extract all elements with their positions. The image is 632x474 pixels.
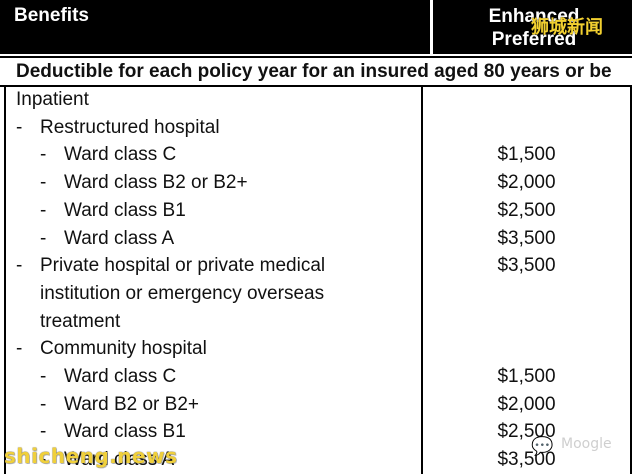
row-amount: $2,000	[497, 393, 556, 415]
table-row: - Ward class B2 or B2+ $2,000	[0, 169, 632, 196]
row-dash: -	[40, 199, 47, 221]
row-label: Ward class B1	[64, 199, 186, 221]
row-label: Private hospital or private medical	[40, 255, 326, 277]
row-label: Ward class B1	[64, 421, 186, 443]
table-row: - Ward class A $3,500	[0, 446, 632, 473]
row-dash: -	[40, 144, 47, 166]
row-label: Inpatient	[16, 89, 89, 110]
row-label: Community hospital	[40, 338, 207, 360]
row-dash: -	[16, 116, 23, 138]
moogle-watermark: 💬 Moogle	[525, 430, 629, 460]
plan-column-header: Enhanced Preferred	[436, 5, 632, 53]
row-label: treatment	[40, 310, 121, 332]
row-dash: -	[40, 172, 47, 194]
row-dash: -	[16, 338, 23, 360]
plan-header-line2: Preferred	[491, 29, 577, 50]
benefits-column-header: Benefits	[14, 5, 89, 26]
row-amount: $3,500	[497, 449, 556, 471]
row-label: Ward class C	[64, 144, 177, 166]
row-label: Ward class A	[64, 449, 175, 471]
table-column-divider	[421, 87, 423, 474]
row-amount: $2,000	[497, 172, 556, 194]
site-watermark: shicheng.news	[4, 444, 178, 468]
row-amount: $2,500	[497, 199, 556, 221]
table-row: - Community hospital	[0, 335, 632, 362]
row-dash: -	[40, 227, 47, 249]
row-amount: $1,500	[497, 366, 556, 387]
row-amount: $1,500	[497, 144, 556, 166]
row-dash: -	[40, 366, 47, 387]
row-label: Ward class A	[64, 227, 175, 249]
deductible-section-header: Deductible for each policy year for an i…	[0, 56, 632, 87]
table-row: - Private hospital or private medical $3,5…	[0, 252, 632, 279]
table-row: Inpatient	[0, 86, 632, 113]
row-amount: $2,500	[497, 421, 556, 443]
row-label: Ward class B2 or B2+	[64, 172, 248, 194]
row-label: Ward B2 or B2+	[64, 393, 199, 415]
row-amount: $3,500	[497, 255, 556, 277]
table-row: - Ward class C $1,500	[0, 141, 632, 168]
row-label: institution or emergency overseas	[40, 282, 325, 304]
row-dash: -	[40, 449, 47, 471]
deductible-section-title: Deductible for each policy year for an i…	[16, 61, 612, 82]
row-amount: $3,500	[497, 227, 556, 249]
table-header: Benefits Enhanced Preferred 狮城新闻	[0, 0, 632, 54]
row-label: Ward class C	[64, 366, 177, 387]
table-row: - Restructured hospital	[0, 114, 632, 141]
row-dash: -	[40, 393, 47, 415]
chat-bubble-icon: 💬	[531, 436, 554, 456]
header-divider	[430, 0, 433, 54]
table-row: treatment	[0, 308, 632, 335]
plan-header-line1: Enhanced	[488, 6, 580, 27]
table-row: - Ward class B1 $2,500	[0, 418, 632, 445]
moogle-watermark-text: Moogle	[561, 436, 612, 452]
watermark-chinese-text: 狮城新闻	[531, 17, 603, 38]
table-row: - Ward class C $1,500	[0, 363, 632, 390]
table-row: institution or emergency overseas	[0, 280, 632, 307]
table-row: - Ward class B1 $2,500	[0, 197, 632, 224]
table-row: - Ward class A $3,500	[0, 225, 632, 252]
row-dash: -	[16, 255, 23, 277]
row-label: Restructured hospital	[40, 116, 220, 138]
table-right-border	[630, 87, 632, 474]
table-row: - Ward B2 or B2+ $2,000	[0, 391, 632, 418]
row-dash: -	[40, 421, 47, 443]
table-left-border	[4, 87, 6, 474]
